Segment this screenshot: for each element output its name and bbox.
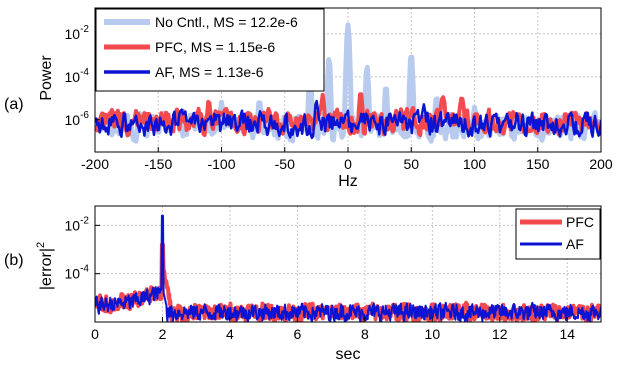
panel-b-legend: PFC AF — [515, 208, 601, 260]
time-tick-label: 10 — [425, 326, 441, 342]
panel-a: -200 -150 -100 -50 0 50 100 150 20010-210-410-6 … — [4, 7, 613, 190]
freq-tick-label: 200 — [589, 156, 613, 172]
legend-label-pfc: PFC, MS = 1.15e-6 — [155, 39, 275, 55]
panel-a-ticks: -200 -150 -100 -50 0 50 100 150 200 10-2 10-4 10-6 — [65, 24, 613, 172]
panel-b-label: (b) — [4, 252, 24, 269]
panel-b-ylabel: |error|2 — [35, 242, 55, 290]
panel-b-xlabel: sec — [336, 346, 361, 363]
y-tick-label: 10-2 — [65, 24, 90, 42]
panel-a-ylabel: Power — [38, 55, 55, 101]
freq-tick-label: -150 — [144, 156, 172, 172]
time-tick-label: 0 — [91, 326, 99, 342]
legend-label-no-control: No Cntl., MS = 12.2e-6 — [155, 14, 298, 30]
legend-label-pfc-b: PFC — [566, 214, 594, 230]
y-tick-label: 10-6 — [65, 110, 90, 128]
freq-tick-label: -50 — [275, 156, 295, 172]
freq-tick-label: 50 — [403, 156, 419, 172]
freq-tick-label: -100 — [207, 156, 235, 172]
time-tick-label: 6 — [294, 326, 302, 342]
time-tick-label: 4 — [226, 326, 234, 342]
series-af-error-line — [95, 214, 601, 322]
panel-a-legend: No Cntl., MS = 12.2e-6 PFC, MS = 1.15e-6… — [95, 8, 325, 92]
panel-a-label: (a) — [4, 96, 24, 113]
time-tick-label: 8 — [361, 326, 369, 342]
y-tick-label: 10-4 — [65, 67, 90, 85]
legend-label-af: AF, MS = 1.13e-6 — [155, 64, 264, 80]
time-tick-label: 12 — [492, 326, 508, 342]
time-tick-label: 14 — [559, 326, 575, 342]
freq-tick-label: 150 — [526, 156, 550, 172]
legend-label-af-b: AF — [566, 236, 584, 252]
y-tick-label: 10-4 — [65, 264, 90, 282]
panel-b-axes-box — [94, 205, 602, 323]
panel-b-legend-box — [515, 208, 601, 260]
y-tick-label: 10-2 — [65, 215, 90, 233]
panel-b-ticks: 0 2 4 6 8 10 12 14 10-2 10-4 — [65, 215, 576, 342]
series-af-line — [95, 99, 601, 140]
freq-tick-label: 0 — [344, 156, 352, 172]
time-tick-label: 2 — [159, 326, 167, 342]
freq-tick-label: -200 — [81, 156, 109, 172]
panel-a-xlabel: Hz — [338, 173, 358, 190]
freq-tick-label: 100 — [463, 156, 487, 172]
series-pfc-error-line — [95, 242, 601, 322]
